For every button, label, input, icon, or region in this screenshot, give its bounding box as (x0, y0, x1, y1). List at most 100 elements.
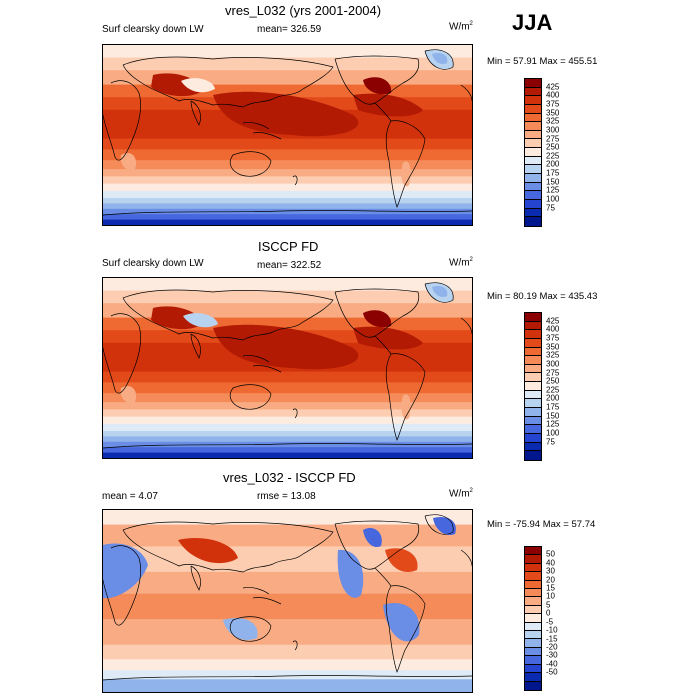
coastline-segment (242, 122, 282, 140)
pos-region-atlantic (385, 548, 418, 572)
season-label: JJA (512, 10, 553, 35)
colorbar-tick-label: -10 (546, 625, 558, 635)
neg-region-epac (337, 549, 364, 598)
colorbar-cell (525, 191, 541, 200)
colorbar-cell (525, 217, 541, 226)
colorbar-tick-label: 225 (546, 385, 560, 395)
coastline-segment (190, 565, 201, 591)
warm-core-namerica (363, 310, 392, 328)
panel-left-label-obs: Surf clearsky down LW (102, 258, 204, 269)
field-band (103, 203, 472, 210)
field-band (103, 571, 472, 595)
coastline-segment (242, 355, 282, 373)
colorbar-obs (524, 312, 542, 461)
colorbar-cell (525, 647, 541, 657)
colorbar-tick-label: 15 (546, 583, 555, 593)
coastlines (103, 49, 472, 216)
field-band (103, 659, 472, 671)
panel-rmse-diff: rmse = 13.08 (257, 491, 316, 502)
colorbar-cell (525, 425, 541, 434)
coastline-segment (122, 56, 334, 108)
field-band (103, 149, 472, 161)
colorbar-cell (525, 87, 541, 97)
colorbar-tick-label: 275 (546, 368, 560, 378)
field-band (103, 219, 472, 225)
colorbar-cell (525, 96, 541, 105)
neg-region-greenland (433, 516, 456, 536)
colorbar-cell (525, 597, 541, 606)
cool-region-greenland-core (432, 286, 448, 297)
minmax-diff: Min = -75.94 Max = 57.74 (487, 519, 596, 530)
colorbar-tick-label: 375 (546, 99, 560, 109)
panel-mean-model: mean= 326.59 (257, 24, 322, 35)
colorbar-tick-label: -20 (546, 642, 558, 652)
map-diff (102, 509, 473, 693)
coastline-segment (374, 102, 392, 122)
field-band (103, 382, 472, 394)
colorbar-tick-label: 200 (546, 393, 560, 403)
colorbar-tick-label: -50 (546, 667, 558, 677)
colorbar-tick-label: 200 (546, 159, 560, 169)
cool-region-tibet (183, 313, 218, 328)
field-band (103, 441, 472, 448)
colorbar-cell (525, 589, 541, 598)
colorbar-tick-label: 225 (546, 151, 560, 161)
colorbar-tick-label: 400 (546, 324, 560, 334)
colorbar-cell (525, 321, 541, 331)
colorbar-cell (525, 614, 541, 623)
field-band (103, 524, 472, 547)
colorbar-cell (525, 165, 541, 175)
field-band (103, 371, 472, 383)
colorbar-cell (525, 664, 541, 674)
colorbar-cell (525, 681, 541, 690)
field-band (103, 393, 472, 403)
colorbar-cell (525, 156, 541, 166)
colorbar-tick-label: -5 (546, 617, 554, 627)
colorbar-cell (525, 208, 541, 218)
coastline-segment (374, 335, 392, 355)
colorbar-tick-label: 325 (546, 116, 560, 126)
cool-region-safrica (120, 152, 137, 171)
field-band (103, 57, 472, 71)
colorbar-tick-label: 125 (546, 419, 560, 429)
field-band (103, 436, 472, 443)
colorbar-tick-label: -15 (546, 634, 558, 644)
panel-mean-obs: mean= 322.52 (257, 260, 322, 271)
colorbar-cell (525, 174, 541, 183)
field-band (103, 409, 472, 418)
colorbar-model (524, 78, 542, 227)
panel-title-obs: ISCCP FD (258, 239, 319, 254)
field-band (103, 45, 472, 59)
coastline-segment (190, 100, 201, 126)
panel-title-model: vres_L032 (yrs 2001-2004) (225, 3, 382, 18)
colorbar-tick-label: 50 (546, 549, 555, 559)
colorbar-cell (525, 122, 541, 131)
colorbar-tick-label: 0 (546, 608, 551, 618)
coastline-segment (122, 521, 334, 573)
map-model (102, 44, 473, 226)
field-band (103, 679, 472, 692)
colorbar-cell (525, 639, 541, 648)
colorbar-tick-label: 300 (546, 359, 560, 369)
colorbar-tick-label: 300 (546, 125, 560, 135)
field-band (103, 214, 472, 221)
field-band (103, 431, 472, 437)
field-band (103, 670, 472, 680)
colorbar-cell (525, 555, 541, 564)
panel-mean-diff: mean = 4.07 (102, 491, 158, 502)
coastline-segment (242, 587, 282, 605)
colorbar-cell (525, 199, 541, 209)
colorbar-tick-label: 150 (546, 177, 560, 187)
panel-units-obs: W/m2 (449, 257, 473, 269)
colorbar-cell (525, 605, 541, 615)
field-band (103, 169, 472, 177)
coastline-segment (103, 210, 472, 216)
colorbar-tick-label: -40 (546, 659, 558, 669)
field-band (103, 138, 472, 150)
panel-left-label-model: Surf clearsky down LW (102, 24, 204, 35)
coastline-segment (385, 353, 426, 441)
field-band (103, 176, 472, 185)
colorbar-cell (525, 139, 541, 149)
colorbar-cell (525, 148, 541, 157)
colorbar-cell (525, 182, 541, 192)
